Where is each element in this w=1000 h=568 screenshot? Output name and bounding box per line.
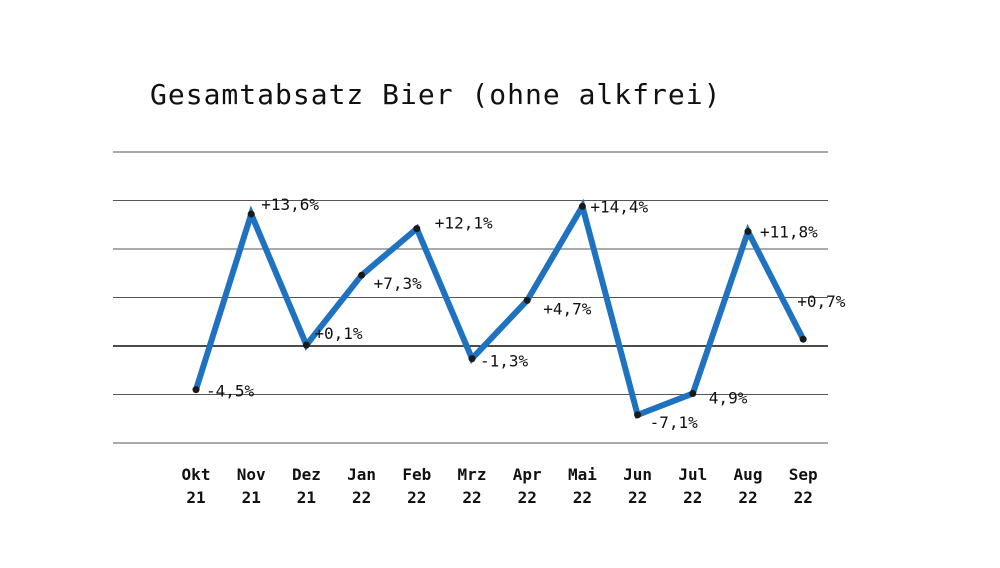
data-point <box>192 386 200 394</box>
x-tick-label: 22 <box>573 488 592 507</box>
data-point <box>358 271 366 279</box>
x-tick-label: Dez <box>292 465 321 484</box>
data-point <box>634 411 642 419</box>
data-label: +0,7% <box>797 292 846 311</box>
data-label: +13,6% <box>261 195 319 214</box>
data-point <box>247 210 255 218</box>
x-tick-label: Okt <box>182 465 211 484</box>
data-point <box>799 335 807 343</box>
data-label: +4,7% <box>543 299 592 318</box>
data-label: +14,4% <box>590 197 648 216</box>
x-tick-label: 21 <box>186 488 205 507</box>
data-label: -1,3% <box>480 352 529 371</box>
x-tick-label: Sep <box>789 465 818 484</box>
x-tick-label: Aug <box>734 465 763 484</box>
x-tick-label: 22 <box>352 488 371 507</box>
x-tick-label: 22 <box>518 488 537 507</box>
x-tick-label: Jul <box>678 465 707 484</box>
data-point <box>689 390 697 398</box>
data-label: -4,5% <box>206 382 255 401</box>
data-point <box>413 225 421 233</box>
x-tick-label: 22 <box>462 488 481 507</box>
data-point <box>468 355 476 363</box>
data-label: -7,1% <box>650 413 699 432</box>
series-line <box>193 198 807 419</box>
x-tick-label: 22 <box>407 488 426 507</box>
x-tick-label: Jun <box>623 465 652 484</box>
x-tick-label: Feb <box>402 465 431 484</box>
x-tick-label: Jan <box>347 465 376 484</box>
x-tick-label: 21 <box>297 488 316 507</box>
data-point <box>302 341 310 349</box>
x-tick-label: 21 <box>242 488 261 507</box>
x-tick-label: Mrz <box>458 465 487 484</box>
x-tick-label: Apr <box>513 465 542 484</box>
x-tick-label: Mai <box>568 465 597 484</box>
chart-title: Gesamtabsatz Bier (ohne alkfrei) <box>150 78 722 111</box>
x-tick-label: 22 <box>794 488 813 507</box>
data-point <box>578 202 586 210</box>
data-label: +0,1% <box>314 324 363 343</box>
x-tick-label: 22 <box>628 488 647 507</box>
x-tick-label: 22 <box>738 488 757 507</box>
data-point <box>744 228 752 236</box>
data-label: +7,3% <box>374 274 423 293</box>
data-label: 4,9% <box>709 389 748 408</box>
data-point <box>523 296 531 304</box>
x-tick-label: 22 <box>683 488 702 507</box>
data-label: +11,8% <box>760 223 818 242</box>
data-label: +12,1% <box>435 214 493 233</box>
x-tick-label: Nov <box>237 465 266 484</box>
